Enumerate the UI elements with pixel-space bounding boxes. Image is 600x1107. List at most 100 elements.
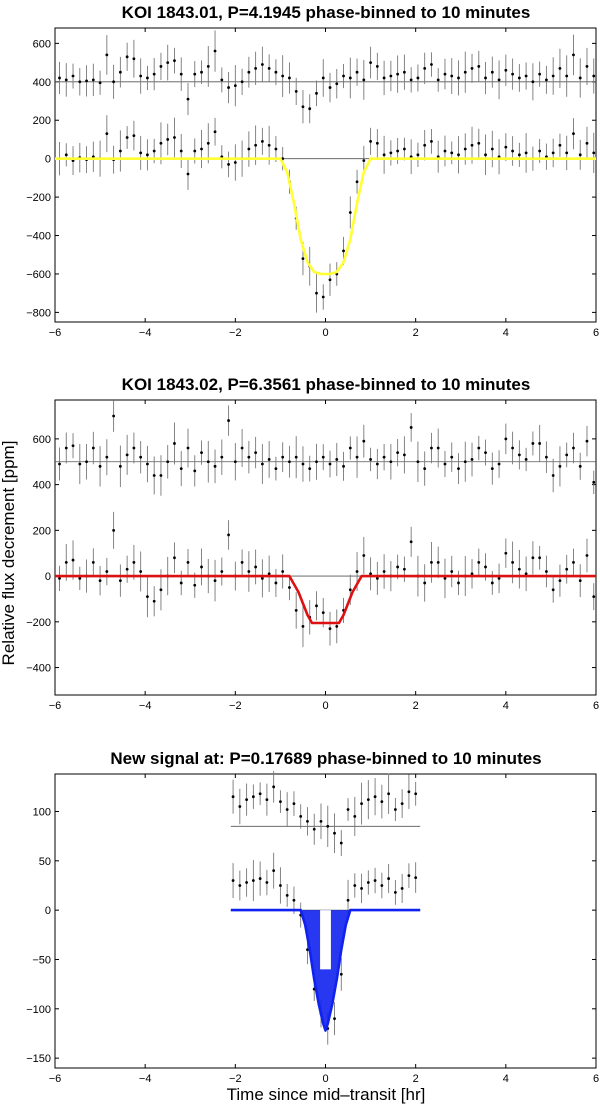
- x-tick-label: −6: [49, 327, 62, 339]
- data-point: [538, 149, 542, 153]
- data-point: [301, 105, 305, 109]
- data-point: [78, 462, 82, 466]
- data-point: [258, 877, 262, 880]
- data-point: [366, 881, 370, 884]
- data-point: [200, 70, 203, 74]
- data-point: [416, 76, 420, 80]
- data-point: [315, 460, 318, 464]
- data-point: [463, 460, 467, 464]
- data-point: [91, 446, 95, 450]
- data-point: [484, 451, 487, 454]
- data-point: [186, 97, 190, 101]
- data-point: [132, 57, 136, 61]
- y-tick-label: 0: [45, 571, 51, 583]
- data-point: [260, 63, 264, 66]
- data-point: [173, 442, 176, 445]
- data-point: [159, 141, 163, 145]
- data-point: [511, 72, 514, 76]
- data-point: [551, 74, 555, 78]
- data-point: [355, 455, 359, 459]
- data-point: [294, 455, 298, 459]
- data-point: [430, 63, 433, 66]
- x-tick-label: 4: [503, 1073, 509, 1085]
- data-point: [342, 74, 345, 78]
- data-point: [319, 819, 323, 823]
- data-point: [267, 572, 271, 576]
- data-point: [572, 560, 575, 564]
- x-tick-label: 4: [503, 700, 509, 712]
- data-point: [348, 588, 352, 592]
- data-point: [558, 143, 562, 147]
- panel-koi-1843-02: −6 −4 −2 0 2 4 6 −400 −200 0 200 400 600: [26, 399, 599, 712]
- data-point: [430, 446, 433, 450]
- data-point: [139, 151, 143, 155]
- data-point: [369, 139, 372, 143]
- data-point: [193, 72, 197, 76]
- data-point: [551, 474, 555, 477]
- data-point: [348, 211, 352, 214]
- data-point: [227, 533, 230, 537]
- data-point: [112, 80, 116, 84]
- data-point: [292, 802, 296, 805]
- data-point: [281, 570, 285, 573]
- y-tick-label: 200: [33, 115, 51, 127]
- data-point: [436, 560, 440, 564]
- data-point: [173, 556, 176, 560]
- model-curve: [55, 574, 596, 625]
- x-tick-label: 6: [593, 327, 599, 339]
- y-tick-label: −150: [26, 1053, 51, 1065]
- data-point: [353, 884, 357, 887]
- data-point: [213, 579, 217, 583]
- data-point: [380, 884, 384, 887]
- y-tick-label: 0: [45, 905, 51, 917]
- data-point: [193, 469, 197, 473]
- data-point: [497, 462, 501, 466]
- y-tick-label: 200: [33, 525, 51, 537]
- data-point: [321, 76, 325, 80]
- data-point: [484, 565, 487, 569]
- data-point: [362, 159, 366, 162]
- data-point: [240, 80, 244, 84]
- data-point: [389, 151, 393, 155]
- data-point: [200, 147, 203, 151]
- data-point: [450, 570, 454, 573]
- data-point: [538, 442, 542, 445]
- data-point: [470, 143, 474, 147]
- panel-2-title: New signal at: P=0.17689 phase-binned to…: [110, 749, 541, 768]
- data-point: [407, 790, 411, 794]
- data-point: [139, 455, 143, 459]
- data-point: [274, 467, 278, 471]
- data-point: [504, 551, 508, 555]
- data-point: [306, 819, 309, 823]
- data-point: [328, 86, 332, 89]
- data-point: [272, 869, 276, 873]
- data-point: [71, 444, 75, 448]
- data-point: [511, 560, 514, 564]
- data-point: [301, 257, 305, 260]
- data-point: [193, 583, 197, 587]
- x-tick-label: 2: [413, 1073, 419, 1085]
- data-point: [58, 76, 61, 80]
- data-point: [227, 86, 230, 89]
- data-point: [98, 464, 102, 468]
- x-tick-label: −6: [49, 700, 62, 712]
- x-tick-label: −4: [139, 1073, 152, 1085]
- data-point: [402, 147, 406, 151]
- data-point: [227, 419, 230, 422]
- data-point: [159, 474, 163, 477]
- data-point: [402, 70, 406, 74]
- data-point: [558, 464, 562, 468]
- data-point: [193, 149, 197, 153]
- data-point: [396, 451, 400, 454]
- data-point: [423, 143, 427, 147]
- data-point: [173, 59, 176, 63]
- x-tick-label: 0: [322, 327, 328, 339]
- data-point: [279, 884, 282, 887]
- data-point: [132, 134, 136, 138]
- data-point: [545, 570, 548, 573]
- data-point: [423, 581, 427, 585]
- data-point: [315, 291, 318, 295]
- data-point: [247, 570, 251, 573]
- data-point: [132, 446, 136, 450]
- x-tick-label: 2: [413, 700, 419, 712]
